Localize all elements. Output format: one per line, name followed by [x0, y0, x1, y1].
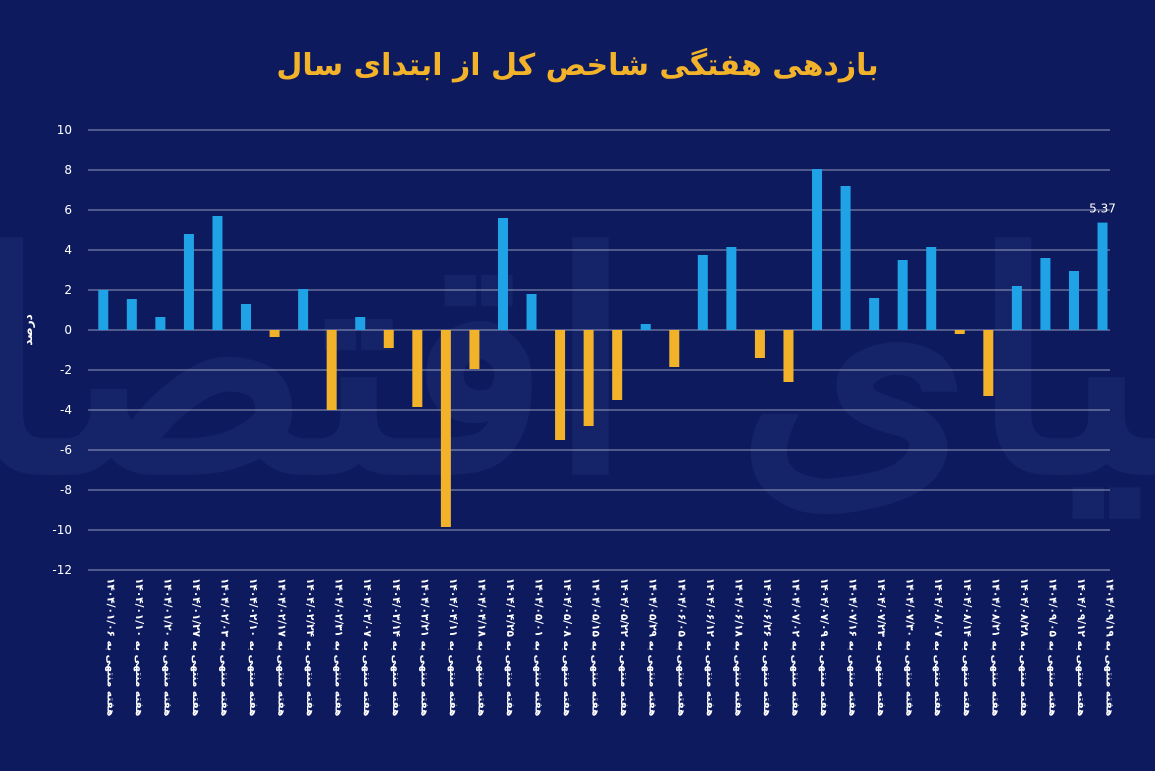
bar [612, 330, 623, 400]
bar [583, 330, 594, 426]
svg-text:دنیای اقتصاد: دنیای اقتصاد [0, 188, 1155, 541]
bar [840, 186, 851, 330]
x-tick-label: هفته منتهی به ۱۴۰۴/۰۵/۰۱ [533, 578, 545, 716]
y-tick-label: -12 [52, 563, 72, 577]
x-tick-label: هفته منتهی به ۱۴۰۴/۰۵/۲۹ [647, 578, 659, 716]
bar [469, 330, 480, 369]
x-tick-label: هفته منتهی به ۱۴۰۴/۰۹/۰۵ [1046, 578, 1058, 716]
x-tick-label: هفته منتهی به ۱۴۰۴/۰۲/۱۷ [276, 578, 288, 716]
bar [298, 289, 309, 330]
y-tick-label: -6 [60, 443, 72, 457]
x-tick-label: هفته منتهی به ۱۴۰۴/۰۸/۲۸ [1018, 578, 1030, 716]
x-tick-label: هفته منتهی به ۱۴۰۴/۰۷/۳۰ [904, 578, 916, 716]
bar [326, 330, 337, 410]
y-tick-label: 4 [64, 243, 72, 257]
bar [669, 330, 680, 367]
bar [355, 317, 366, 330]
x-tick-label: هفته منتهی به ۱۴۰۴/۰۲/۲۴ [304, 578, 316, 716]
x-tick-label: هفته منتهی به ۱۴۰۴/۰۹/۱۲ [1075, 578, 1087, 716]
x-tick-label: هفته منتهی به ۱۴۰۴/۰۱/۲۰ [161, 578, 173, 716]
bar [1040, 258, 1051, 330]
bar [526, 294, 537, 330]
bar [497, 218, 508, 330]
bar [640, 324, 651, 330]
x-tick-label: هفته منتهی به ۱۴۰۴/۰۶/۱۸ [732, 578, 744, 716]
x-tick-label: هفته منتهی به ۱۴۰۴/۰۷/۰۲ [789, 578, 801, 716]
bar [1097, 222, 1108, 330]
x-tick-label: هفته منتهی به ۱۴۰۴/۰۳/۲۱ [418, 578, 430, 716]
x-tick-label: هفته منتهی به ۱۴۰۴/۰۶/۲۶ [761, 578, 773, 716]
bar [98, 290, 109, 330]
y-tick-label: -8 [60, 483, 72, 497]
bar [869, 298, 880, 330]
bar [1011, 286, 1022, 330]
x-tick-label: هفته منتهی به ۱۴۰۴/۰۲/۰۳ [218, 578, 230, 716]
x-tick-label: هفته منتهی به ۱۴۰۴/۰۳/۰۷ [361, 578, 373, 716]
bar [954, 330, 965, 334]
y-tick-label: -4 [60, 403, 72, 417]
x-tick-label: هفته منتهی به ۱۴۰۴/۰۲/۱۰ [247, 578, 259, 716]
y-tick-label: 8 [64, 163, 72, 177]
data-label: 5.37 [1089, 202, 1116, 216]
x-tick-label: هفته منتهی به ۱۴۰۴/۰۴/۱۱ [447, 578, 459, 716]
x-tick-label: هفته منتهی به ۱۴۰۴/۰۶/۰۵ [675, 578, 687, 716]
watermark-logo: دنیای اقتصاد [0, 188, 1155, 541]
y-tick-label: 2 [64, 283, 72, 297]
bar [183, 234, 194, 330]
bar [383, 330, 394, 348]
x-tick-label: هفته منتهی به ۱۴۰۴/۰۳/۱۴ [390, 578, 402, 716]
bar [983, 330, 994, 396]
bar [697, 255, 708, 330]
bar [269, 330, 280, 337]
x-tick-label: هفته منتهی به ۱۴۰۴/۰۸/۲۱ [989, 578, 1001, 716]
bar [412, 330, 423, 407]
chart-title: بازدهی هفتگی شاخص کل از ابتدای سال [276, 48, 879, 83]
x-tick-label: هفته منتهی به ۱۴۰۴/۰۱/۰۶ [104, 578, 116, 716]
bar [555, 330, 566, 440]
x-tick-label: هفته منتهی به ۱۴۰۴/۰۱/۲۷ [190, 578, 202, 716]
bar [126, 299, 137, 330]
bar [897, 260, 908, 330]
bar [754, 330, 765, 358]
y-tick-label: -2 [60, 363, 72, 377]
bar [812, 169, 823, 330]
y-axis-title: درصد [21, 314, 35, 346]
bar [726, 247, 737, 330]
x-tick-label: هفته منتهی به ۱۴۰۴/۰۸/۰۷ [932, 578, 944, 716]
x-tick-label: هفته منتهی به ۱۴۰۴/۰۶/۱۲ [704, 578, 716, 716]
bar [1068, 271, 1079, 330]
y-tick-label: 0 [64, 323, 72, 337]
x-tick-label: هفته منتهی به ۱۴۰۴/۰۵/۱۵ [590, 578, 602, 716]
bar [440, 330, 451, 527]
x-tick-label: هفته منتهی به ۱۴۰۴/۰۷/۰۹ [818, 578, 830, 716]
x-tick-label: هفته منتهی به ۱۴۰۴/۰۵/۰۸ [561, 578, 573, 716]
y-tick-label: 10 [57, 123, 72, 137]
x-tick-label: هفته منتهی به ۱۴۰۴/۰۴/۱۸ [475, 578, 487, 716]
x-tick-label: هفته منتهی به ۱۴۰۴/۰۹/۱۹ [1104, 578, 1116, 716]
bar [783, 330, 794, 382]
x-tick-label: هفته منتهی به ۱۴۰۴/۰۱/۱۰ [133, 578, 145, 716]
bar [155, 317, 166, 330]
x-tick-label: هفته منتهی به ۱۴۰۴/۰۷/۱۶ [847, 578, 859, 716]
bar [241, 304, 252, 330]
x-tick-label: هفته منتهی به ۱۴۰۴/۰۴/۲۵ [504, 578, 516, 716]
x-tick-label: هفته منتهی به ۱۴۰۴/۰۸/۱۴ [961, 578, 973, 716]
x-tick-label: هفته منتهی به ۱۴۰۴/۰۷/۲۳ [875, 578, 887, 716]
x-tick-label: هفته منتهی به ۱۴۰۴/۰۲/۳۱ [333, 578, 345, 716]
bar [212, 216, 223, 330]
bar [926, 247, 937, 330]
y-tick-label: 6 [64, 203, 72, 217]
x-tick-label: هفته منتهی به ۱۴۰۴/۰۵/۲۲ [618, 578, 630, 716]
y-tick-label: -10 [52, 523, 72, 537]
